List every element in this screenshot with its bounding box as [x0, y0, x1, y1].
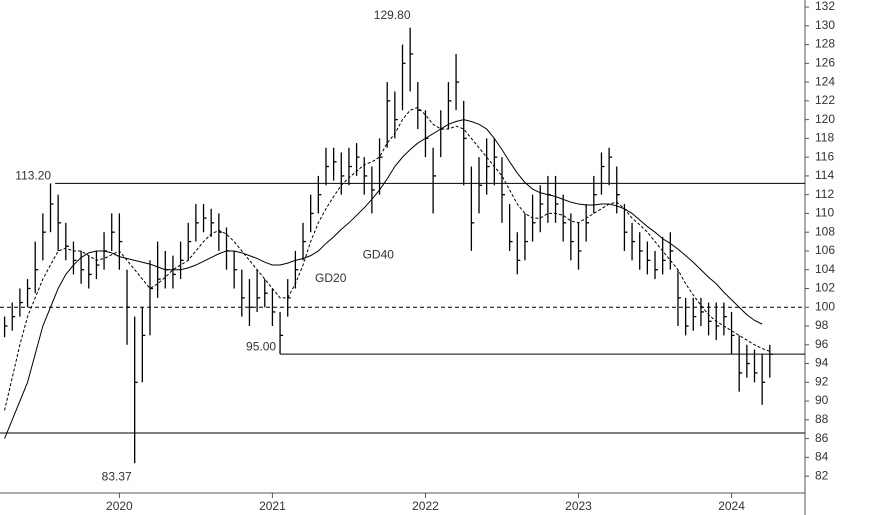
y-tick-label: 110	[815, 206, 834, 220]
y-tick-label: 106	[815, 243, 835, 257]
x-tick-label: 2020	[106, 499, 133, 513]
y-tick-label: 124	[815, 74, 835, 88]
y-tick-label: 84	[815, 450, 829, 464]
y-tick-label: 82	[815, 468, 829, 482]
y-tick-label: 132	[815, 0, 835, 13]
level-label: 95.00	[246, 339, 276, 353]
y-tick-label: 92	[815, 374, 829, 388]
y-tick-label: 122	[815, 93, 835, 107]
x-tick-label: 2022	[412, 499, 439, 513]
extreme-label: 129.80	[374, 8, 411, 22]
y-tick-label: 118	[815, 131, 834, 145]
moving-average-line	[4, 106, 770, 411]
x-tick-label: 2024	[718, 499, 745, 513]
extreme-label: 83.37	[102, 469, 132, 483]
y-tick-label: 100	[815, 299, 835, 313]
y-tick-label: 114	[815, 168, 834, 182]
y-tick-label: 90	[815, 393, 829, 407]
y-tick-label: 86	[815, 431, 829, 445]
y-tick-label: 94	[815, 356, 829, 370]
y-tick-label: 102	[815, 281, 835, 295]
series-label: GD20	[315, 271, 347, 285]
series-label: GD40	[363, 247, 395, 261]
y-tick-label: 116	[815, 149, 834, 163]
y-tick-label: 128	[815, 37, 835, 51]
y-tick-label: 108	[815, 224, 835, 238]
y-tick-label: 120	[815, 112, 835, 126]
y-tick-label: 112	[815, 187, 834, 201]
y-tick-label: 98	[815, 318, 829, 332]
x-tick-label: 2023	[565, 499, 592, 513]
x-tick-label: 2021	[259, 499, 286, 513]
y-tick-label: 104	[815, 262, 835, 276]
y-tick-label: 88	[815, 412, 829, 426]
y-tick-label: 96	[815, 337, 829, 351]
level-label: 113.20	[15, 169, 51, 183]
y-tick-label: 130	[815, 18, 835, 32]
moving-average-line	[4, 119, 763, 439]
y-tick-label: 126	[815, 55, 835, 69]
